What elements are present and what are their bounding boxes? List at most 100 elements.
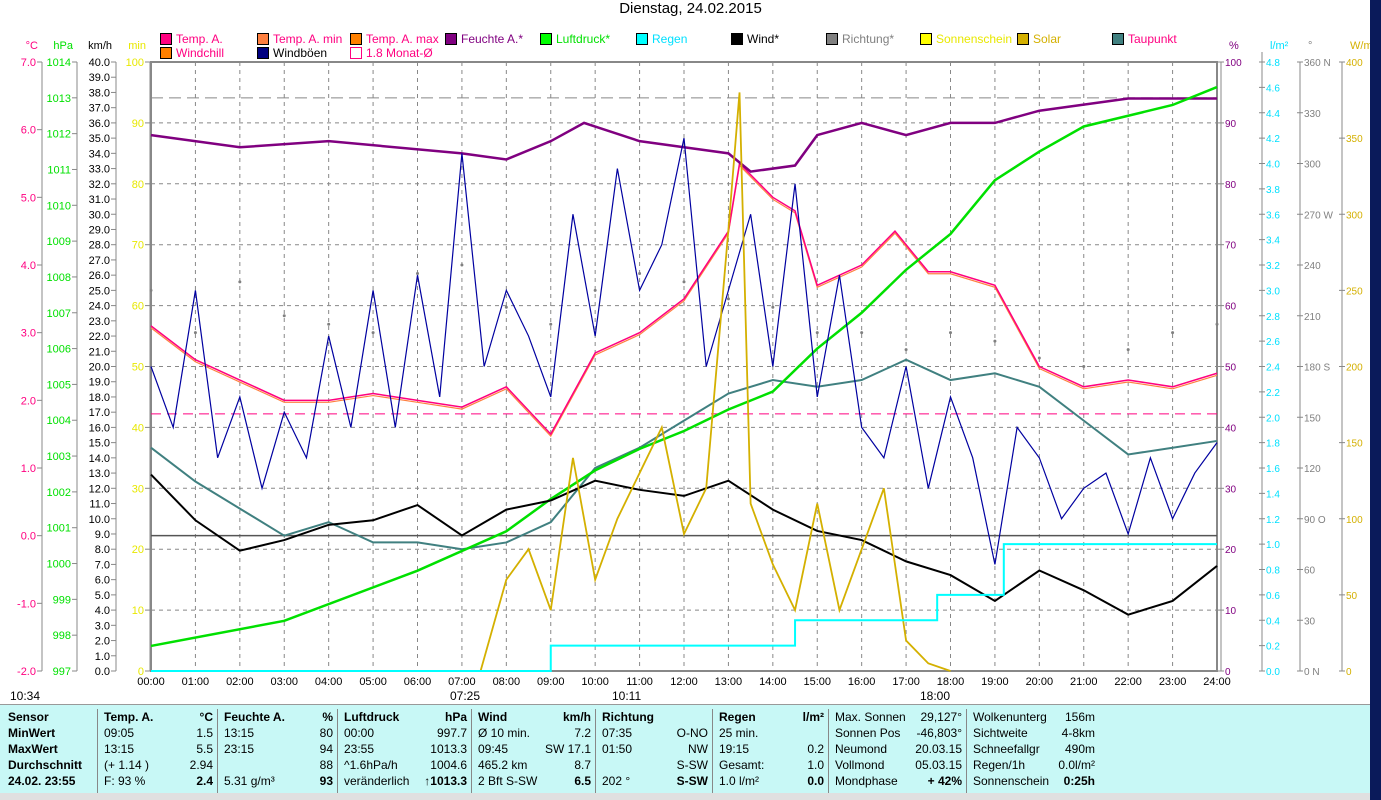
x-tick-label: 02:00 [226,676,254,688]
legend-swatch [1112,33,1124,45]
legend-item: Windböen [257,46,327,60]
legend-item: Solar [1017,32,1061,46]
axis-tick-label: 10.0 [89,514,110,526]
legend-item: Temp. A. [160,32,223,46]
direction-point [1171,331,1175,335]
stat-cell: (+ 1.14 ) [104,758,150,772]
axis-tick-label: 30 [1225,484,1237,495]
legend-swatch [160,33,172,45]
stat-column: Temp. A. °C 09:05 1.5 13:15 5.5 (+ 1.14 ) 2.94 F… [100,709,218,793]
stat-column: Richtung 07:35 O-NO 01:50 NW S-SW 202 ° S-SW [598,709,713,793]
legend-swatch [731,33,743,45]
stat-cell: 09:45 [478,742,509,756]
legend-item: Feuchte A.* [445,32,523,46]
stat-column: Luftdruck hPa 00:00 997.7 23:55 1013.3 ^1.6hPa… [340,709,472,793]
stat-row: 465.2 km 8.7 [474,757,595,773]
direction-point [282,314,286,318]
stat-cell: 0.0 [807,774,824,788]
axis-tick-label: 36.0 [89,118,110,130]
direction-point [327,322,331,326]
axis-tick-label: 0.0 [95,666,110,678]
axis-tick-label: 4.6 [1266,83,1280,94]
axis-tick-label: 1.6 [1266,464,1280,475]
stat-cell: Sichtweite [973,726,1028,740]
x-tick-label: 17:00 [892,676,920,688]
x-tick-label: 09:00 [537,676,565,688]
axis-tick-label: 999 [53,594,71,606]
legend-label: Wind* [747,32,780,46]
axis-tick-label: 3.2 [1266,261,1280,272]
stat-cell: % [322,710,333,724]
stat-cell: 93 [319,774,333,788]
axis-tick-label: 5.0 [95,590,110,602]
stat-cell: Temp. A. [104,710,154,724]
axis-tick-label: 4.0 [95,605,110,617]
legend-swatch [636,33,648,45]
stat-row: 24.02. 23:55 [4,773,97,789]
direction-point [860,331,864,335]
x-tick-label: 01:00 [182,676,210,688]
axis-tick-label: 16.0 [89,422,110,434]
stat-row: Schneefallgr 490m [969,741,1099,757]
legend-swatch [350,47,362,59]
axis-tick-label: 300 [1346,210,1363,221]
x-tick-label: 07:00 [448,676,476,688]
axis-tick-label: 0.8 [1266,566,1280,577]
stat-cell: NW [688,742,708,756]
stat-cell: MaxWert [8,742,58,756]
stat-cell: S-SW [676,774,708,788]
axis-unit-label: % [1229,40,1239,52]
stat-cell: ^1.6hPa/h [344,758,398,772]
sunset-label: 18:00 [920,689,951,703]
x-tick-label: 18:00 [937,676,965,688]
axis-unit-label: l/m² [1270,40,1289,52]
axis-tick-label: 270 W [1304,210,1333,221]
direction-point [949,331,952,335]
direction-point [1215,322,1219,326]
axis-tick-label: 100 [126,57,144,69]
stat-row: 88 [220,757,337,773]
status-bar [0,793,1370,800]
stat-cell: Sonnen Pos [835,726,901,740]
stat-row: 13:15 5.5 [100,741,217,757]
legend-swatch [257,33,269,45]
legend-item: Luftdruck* [540,32,610,46]
stat-cell: 6.5 [574,774,591,788]
axis-tick-label: 33.0 [89,164,110,176]
direction-point [371,331,375,335]
stat-row: veränderlich ↑1013.3 [340,773,471,789]
legend-label: 1.8 Monat-Ø [366,46,433,60]
legend-swatch [1017,33,1029,45]
axis-tick-label: 90 [132,118,144,130]
legend-label: Regen [652,32,688,46]
axis-tick-label: 23.0 [89,316,110,328]
series-solar-line [479,92,951,672]
axis-tick-label: 250 [1346,286,1363,297]
axis-tick-label: 15.0 [89,438,110,450]
stat-cell: Neumond [835,742,888,756]
stat-cell: 80 [319,726,333,740]
axis-tick-label: 50 [132,362,144,374]
axis-tick-label: 90 [1225,119,1237,130]
direction-point [771,305,775,309]
axis-tick-label: 0.6 [1266,591,1280,602]
stat-row: MinWert [4,725,97,741]
axis-tick-label: 350 [1346,134,1363,145]
axis-tick-label: 5.0 [21,192,36,204]
axis-tick-label: 9.0 [95,529,110,541]
stat-header: Luftdruck hPa [340,709,471,725]
stat-column: Wolkenunterg 156m Sichtweite 4-8km Schneefal… [969,709,1099,793]
axis-tick-label: 29.0 [89,224,110,236]
stat-cell: Richtung [602,710,654,724]
axis-tick-label: 2.8 [1266,312,1280,323]
x-tick-label: 00:00 [137,676,165,688]
stat-cell: 1.5 [196,726,213,740]
axis-tick-label: 998 [53,630,71,642]
stat-row: 19:15 0.2 [715,741,828,757]
stat-cell: Schneefallgr [973,742,1040,756]
stat-cell: F: 93 % [104,774,146,788]
legend-item: Wind* [731,32,779,46]
stat-column: Sensor MinWert MaxWert Durchschnitt 24.02. 2… [4,709,98,793]
axis-unit-label: °C [26,40,38,52]
stat-cell: 05.03.15 [915,758,962,772]
